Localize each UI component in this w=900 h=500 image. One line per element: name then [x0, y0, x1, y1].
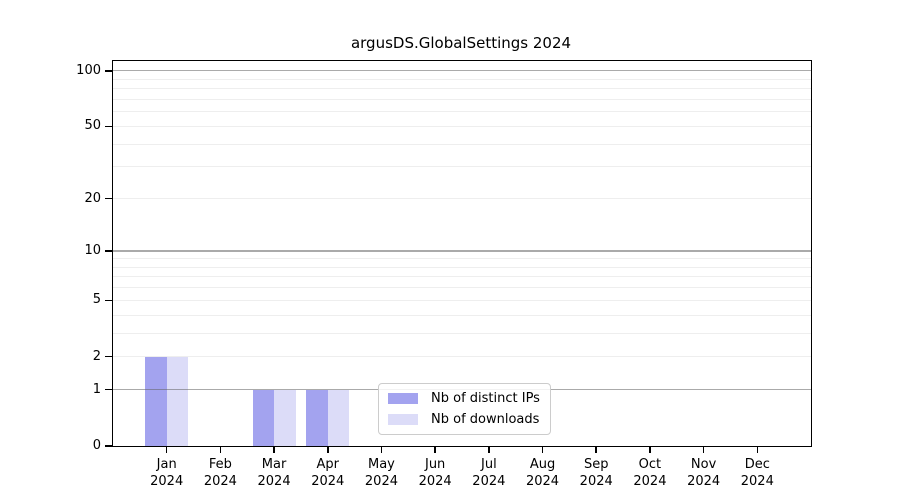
x-tick-year-jan: 2024 — [150, 474, 184, 489]
x-tick-year-nov: 2024 — [687, 474, 721, 489]
gridline-minor-80 — [113, 88, 811, 90]
x-tick-month-feb: Feb — [208, 457, 232, 472]
x-tick-mark-dec — [756, 447, 759, 453]
x-tick-label-oct: Oct 2024 — [622, 456, 678, 490]
y-tick-mark-50 — [105, 125, 113, 128]
x-tick-label-may: May 2024 — [353, 456, 409, 490]
y-tick-label-10: 10 — [84, 243, 101, 259]
legend-swatch-nb-of-distinct-ips — [388, 392, 418, 404]
x-tick-month-apr: Apr — [316, 457, 340, 472]
x-tick-label-jun: Jun 2024 — [407, 456, 463, 490]
y-tick-mark-0 — [105, 445, 113, 447]
gridline-minor-5 — [113, 299, 811, 301]
x-tick-label-sep: Sep 2024 — [568, 456, 624, 490]
plot-area: 0 1 2 5 10 20 50 100 Jan 2024 Feb 2024 Mar 2024 Apr 20… — [76, 60, 812, 489]
legend-label-nb-of-distinct-ips: Nb of distinct IPs — [431, 390, 540, 406]
gridline-minor-60 — [113, 111, 811, 113]
x-tick-mark-aug — [541, 447, 544, 453]
y-tick-label-50: 50 — [84, 118, 101, 134]
x-tick-mark-apr — [326, 447, 329, 453]
x-tick-mark-feb — [219, 447, 222, 453]
x-tick-mark-jun — [434, 447, 436, 453]
y-tick-label-2: 2 — [92, 348, 101, 364]
y-tick-mark-1 — [105, 388, 113, 391]
x-tick-month-oct: Oct — [638, 457, 662, 472]
x-tick-label-dec: Dec 2024 — [729, 456, 785, 490]
gridline-minor-50 — [113, 125, 811, 127]
x-tick-year-oct: 2024 — [633, 474, 667, 489]
y-tick-label-20: 20 — [84, 190, 101, 206]
x-tick-mark-oct — [649, 447, 651, 453]
x-tick-year-jul: 2024 — [472, 474, 506, 489]
chart-title: argusDS.GlobalSettings 2024 — [350, 34, 572, 52]
gridline-minor-6 — [113, 287, 811, 289]
x-tick-month-jul: Jul — [481, 457, 497, 472]
bar-nb-of-downloads-apr — [327, 389, 350, 446]
x-tick-month-jun: Jun — [424, 457, 446, 472]
gridline-minor-20 — [113, 198, 811, 199]
x-tick-year-apr: 2024 — [311, 474, 345, 489]
x-tick-label-feb: Feb 2024 — [192, 456, 248, 490]
y-tick-label-100: 100 — [76, 62, 101, 78]
x-tick-mark-nov — [702, 447, 705, 453]
x-tick-month-may: May — [368, 457, 395, 472]
y-tick-mark-10 — [105, 250, 113, 252]
x-tick-month-sep: Sep — [583, 457, 609, 472]
x-tick-month-aug: Aug — [529, 457, 556, 472]
gridline-major-100 — [113, 70, 811, 72]
gridline-minor-90 — [113, 78, 811, 80]
x-tick-label-nov: Nov 2024 — [676, 456, 732, 490]
y-tick-label-5: 5 — [92, 292, 101, 308]
gridline-minor-70 — [113, 98, 811, 100]
gridline-minor-30 — [113, 166, 811, 168]
y-tick-mark-2 — [105, 355, 113, 358]
x-tick-month-nov: Nov — [690, 457, 717, 472]
bar-nb-of-downloads-jan — [166, 356, 189, 446]
gridline-minor-2 — [113, 356, 811, 358]
x-tick-year-aug: 2024 — [525, 474, 560, 489]
x-tick-year-feb: 2024 — [203, 474, 237, 489]
x-tick-mark-may — [380, 447, 383, 453]
gridline-minor-7 — [113, 276, 811, 278]
x-tick-year-mar: 2024 — [257, 474, 291, 489]
x-tick-label-apr: Apr 2024 — [300, 456, 356, 490]
bar-nb-of-distinct-ips-mar — [252, 389, 275, 446]
x-tick-year-dec: 2024 — [740, 474, 774, 489]
x-tick-mark-mar — [273, 447, 275, 453]
y-tick-label-1: 1 — [92, 381, 101, 397]
y-tick-mark-5 — [105, 299, 113, 302]
gridline-minor-40 — [113, 143, 811, 145]
legend-item-nb-of-distinct-ips: Nb of distinct IPs — [388, 389, 540, 407]
y-tick-label-0: 0 — [92, 438, 101, 453]
y-tick-mark-100 — [105, 70, 113, 72]
gridline-minor-4 — [113, 314, 811, 316]
x-tick-label-jul: Jul 2024 — [461, 456, 517, 490]
bar-nb-of-distinct-ips-jan — [145, 356, 167, 446]
x-tick-month-jan: Jan — [156, 457, 177, 472]
x-tick-label-mar: Mar 2024 — [246, 456, 302, 490]
bar-nb-of-distinct-ips-apr — [306, 389, 328, 446]
x-tick-year-jun: 2024 — [418, 474, 452, 489]
legend-item-nb-of-downloads: Nb of downloads — [388, 410, 540, 428]
legend-swatch-nb-of-downloads — [388, 413, 418, 425]
gridline-minor-8 — [113, 266, 811, 268]
x-tick-year-may: 2024 — [364, 474, 398, 489]
legend: Nb of distinct IPs Nb of downloads — [378, 383, 551, 435]
x-tick-mark-jul — [488, 447, 490, 453]
gridline-minor-3 — [113, 332, 811, 334]
x-tick-month-dec: Dec — [744, 457, 770, 472]
x-tick-month-mar: Mar — [261, 457, 287, 472]
bar-nb-of-downloads-mar — [274, 389, 296, 446]
gridline-minor-9 — [113, 258, 811, 260]
x-tick-label-aug: Aug 2024 — [515, 456, 571, 490]
x-tick-label-jan: Jan 2024 — [139, 456, 195, 490]
legend-label-nb-of-downloads: Nb of downloads — [431, 411, 540, 427]
x-tick-mark-jan — [165, 447, 168, 453]
y-tick-mark-20 — [105, 197, 113, 200]
x-tick-year-sep: 2024 — [579, 474, 613, 489]
x-tick-mark-sep — [595, 447, 598, 453]
gridline-major-10 — [113, 250, 811, 252]
